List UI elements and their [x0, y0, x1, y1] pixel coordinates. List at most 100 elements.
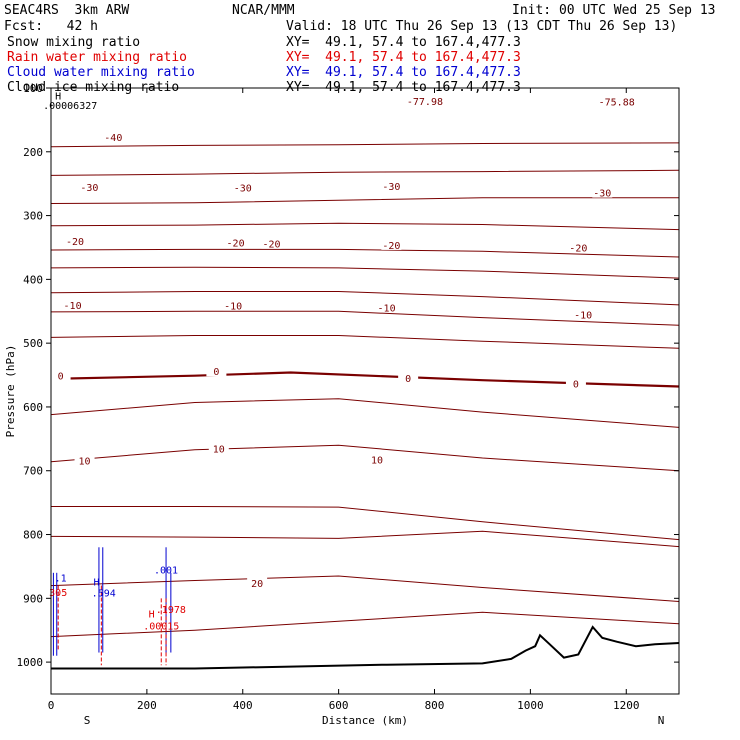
contour-label: -30	[234, 184, 252, 195]
init-time: Init: 00 UTC Wed 25 Sep 13	[512, 3, 716, 18]
contour-label: 0	[58, 372, 64, 383]
y-tick-label: 200	[23, 146, 43, 159]
isotherm-contours	[50, 142, 680, 638]
isotherm-line	[50, 310, 680, 326]
field-snow-label: Snow mixing ratio	[7, 35, 141, 50]
contour-label: -10	[378, 303, 396, 314]
contour-label: 10	[213, 444, 225, 455]
contour-label: 0	[213, 367, 219, 378]
isotherm-line	[50, 291, 680, 306]
x-axis: 0 200 400 600 800 1000 1200	[48, 88, 640, 712]
field-snow-xy: XY= 49.1, 57.4 to 167.4,477.3	[286, 35, 521, 50]
contour-label-bg	[62, 298, 83, 310]
field-rain-label: Rain water mixing ratio	[7, 50, 188, 65]
contour-label-bg	[366, 453, 387, 465]
contour-label: 0	[573, 379, 579, 390]
isotherm-line	[50, 266, 680, 279]
x-tick-label: 400	[233, 699, 253, 712]
contour-label: 20	[251, 579, 263, 590]
contour-label-bg	[232, 181, 253, 193]
isotherm-line	[50, 335, 680, 349]
contour-label: -75.88	[599, 97, 635, 108]
terrain-profile	[51, 625, 680, 670]
contour-label-bg	[414, 94, 435, 106]
forecast-hour: Fcst: 42 h	[4, 19, 98, 34]
contour-label: -10	[224, 302, 242, 313]
contour-label: 10	[371, 455, 383, 466]
contour-label: -20	[382, 241, 400, 252]
extremum-annotation: H	[55, 91, 61, 102]
x-axis-right-end-label: N	[658, 714, 665, 727]
contour-label: -30	[382, 182, 400, 193]
contour-label-bg	[223, 299, 244, 311]
contour-label: -20	[227, 238, 245, 249]
contour-label: 0	[405, 374, 411, 385]
contour-label-bg	[565, 377, 586, 389]
contour-label-bg	[573, 308, 594, 320]
extremum-annotation: .00015	[143, 622, 179, 633]
contour-label-bg	[206, 365, 227, 377]
y-tick-label: 1000	[17, 656, 44, 669]
contour-label-bg	[398, 372, 419, 384]
valid-time: Valid: 18 UTC Thu 26 Sep 13 (13 CDT Thu …	[286, 19, 678, 34]
contour-label-bg	[568, 241, 589, 253]
contour-label-bg	[606, 95, 627, 107]
contour-label-bg	[261, 237, 282, 249]
contour-label: -20	[66, 237, 84, 248]
contour-label: -40	[104, 133, 122, 144]
extremum-annotation: .1	[55, 574, 67, 585]
plot-frame	[50, 87, 680, 695]
plot-title: SEAC4RS 3km ARW	[4, 3, 130, 18]
contour-label: -77.98	[407, 97, 443, 108]
contour-label-bg	[64, 235, 85, 247]
isotherm-line	[50, 611, 680, 638]
isotherm-line	[50, 575, 680, 602]
contour-label-bg	[79, 180, 100, 192]
y-tick-label: 300	[23, 210, 43, 223]
contour-label: -20	[569, 243, 587, 254]
field-cloudwater-label: Cloud water mixing ratio	[7, 65, 195, 80]
y-tick-label: 400	[23, 273, 43, 286]
hydrometeor-contours	[52, 547, 172, 666]
contour-label-bg	[381, 180, 402, 192]
isotherm-line	[50, 444, 680, 472]
isotherm-line	[50, 248, 680, 258]
x-tick-label: 600	[329, 699, 349, 712]
extremum-annotation: H	[94, 578, 100, 589]
isotherm-line	[50, 371, 680, 388]
x-tick-label: 0	[48, 699, 55, 712]
field-cloudwater-xy: XY= 49.1, 57.4 to 167.4,477.3	[286, 65, 521, 80]
contour-label-bg	[225, 236, 246, 248]
extremum-annotation: H	[149, 609, 155, 620]
isotherm-line	[50, 222, 680, 231]
extremum-annotation: .00006327	[43, 101, 97, 112]
extremum-annotation: .001	[154, 565, 178, 576]
extremum-annotation: 305	[49, 588, 67, 599]
y-tick-label: 700	[23, 465, 43, 478]
contour-label: -30	[593, 189, 611, 200]
contour-label-bg	[74, 454, 95, 466]
y-tick-label: 100	[23, 82, 43, 95]
contour-label: -30	[80, 183, 98, 194]
contour-label-bg	[247, 577, 268, 589]
terrain-line	[51, 625, 680, 670]
contour-label-bg	[381, 238, 402, 250]
x-tick-label: 800	[425, 699, 445, 712]
contour-label: 10	[79, 457, 91, 468]
x-axis-title: Distance (km)	[322, 714, 408, 727]
y-tick-label: 800	[23, 529, 43, 542]
extremum-annotation: .1978	[156, 605, 186, 616]
extremum-annotation: .594	[92, 588, 116, 599]
contour-label: -20	[262, 240, 280, 251]
x-axis-left-end-label: S	[84, 714, 91, 727]
field-rain-xy: XY= 49.1, 57.4 to 167.4,477.3	[286, 50, 521, 65]
org-label: NCAR/MMM	[232, 3, 295, 18]
x-tick-label: 200	[137, 699, 157, 712]
contour-label-bg	[208, 442, 229, 454]
x-tick-label: 1200	[613, 699, 640, 712]
contour-labels: -77.98 -75.88 -40 -30 -30 -30 -30 -20 -20 -20 -20 -…	[50, 94, 635, 590]
y-tick-label: 900	[23, 592, 43, 605]
